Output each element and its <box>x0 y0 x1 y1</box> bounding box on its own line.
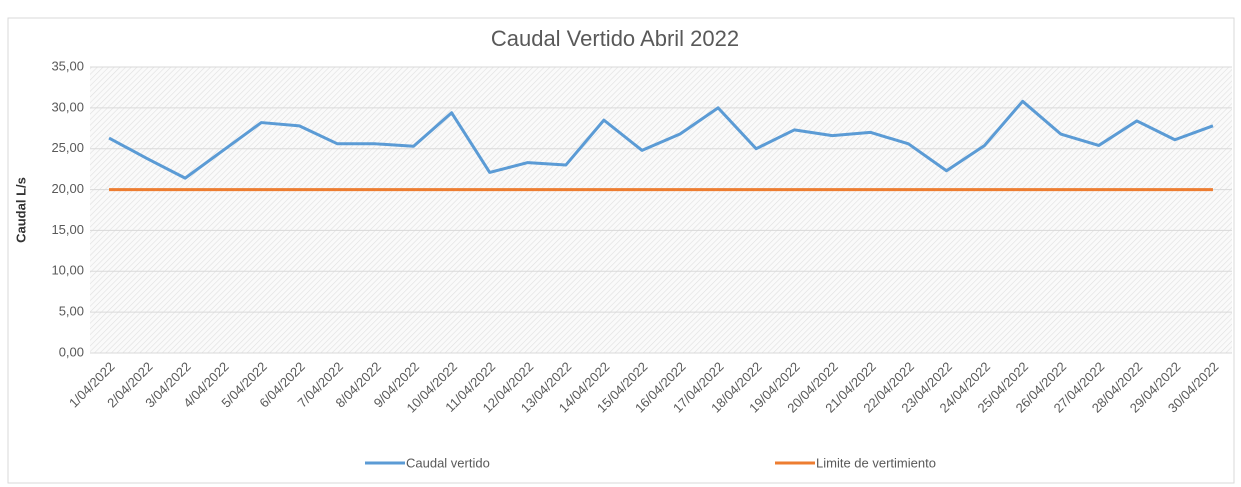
y-tick-label: 15,00 <box>51 222 84 237</box>
y-tick-label: 25,00 <box>51 140 84 155</box>
plot-area <box>90 67 1232 353</box>
legend-label: Limite de vertimiento <box>816 455 936 470</box>
chart-title: Caudal Vertido Abril 2022 <box>491 26 739 51</box>
legend-label: Caudal vertido <box>406 455 490 470</box>
y-tick-label: 5,00 <box>59 304 84 319</box>
y-tick-label: 0,00 <box>59 344 84 359</box>
y-tick-label: 35,00 <box>51 58 84 73</box>
line-series <box>108 99 1214 180</box>
y-tick-label: 30,00 <box>51 99 84 114</box>
y-tick-label: 10,00 <box>51 263 84 278</box>
y-axis-label: Caudal L/s <box>13 177 28 243</box>
y-tick-label: 20,00 <box>51 181 84 196</box>
